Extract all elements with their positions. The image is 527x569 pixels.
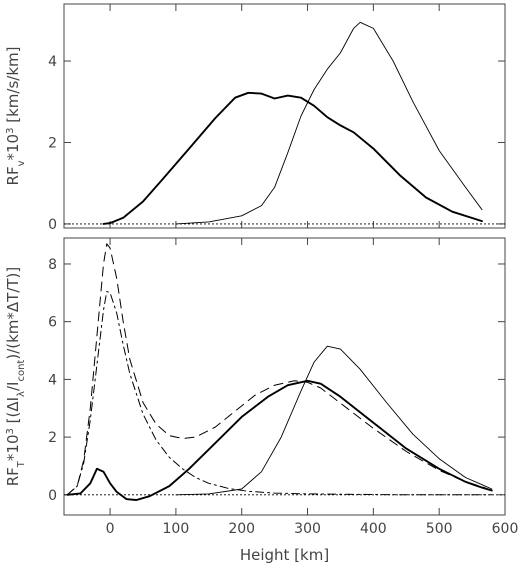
x-axis-label: Height [km] <box>240 546 329 564</box>
series-line-dashed <box>66 243 493 496</box>
x-tick-label: 100 <box>163 521 190 537</box>
y-axis-label-bottom: RFT*103 [(ΔIλ/Icont)/(km*ΔT/T)] <box>4 267 27 487</box>
series-line-thin-solid <box>175 21 483 225</box>
y-tick-label: 2 <box>48 135 57 151</box>
y-tick-label: 0 <box>48 217 57 233</box>
plot-frame <box>63 237 506 516</box>
x-tick-label: 400 <box>360 521 387 537</box>
x-tick-label: 0 <box>106 521 115 537</box>
series-line-thin-solid <box>175 345 493 496</box>
plot-frame <box>63 3 506 229</box>
panel-bottom: 0 100 200 300 400 500 600 0 2 4 6 8 <box>48 237 519 537</box>
y-tick-label: 4 <box>48 54 57 70</box>
y-tick-label: 2 <box>48 430 57 446</box>
y-tick-label: 6 <box>48 315 57 331</box>
y-tick-label: 8 <box>48 257 57 273</box>
series-line-thick-solid <box>102 91 483 225</box>
x-tick-label: 200 <box>228 521 255 537</box>
y-axis-label-top: RFv*103 [km/s/km] <box>4 47 27 186</box>
panel-top: 0 2 4 <box>48 3 506 233</box>
y-tick-label: 4 <box>48 372 57 388</box>
x-tick-label: 300 <box>294 521 321 537</box>
series-line-dash-dot <box>66 290 493 496</box>
series-line-thick-solid <box>66 379 493 501</box>
x-tick-label: 600 <box>492 521 519 537</box>
x-tick-label: 500 <box>426 521 453 537</box>
y-tick-label: 0 <box>48 488 57 504</box>
